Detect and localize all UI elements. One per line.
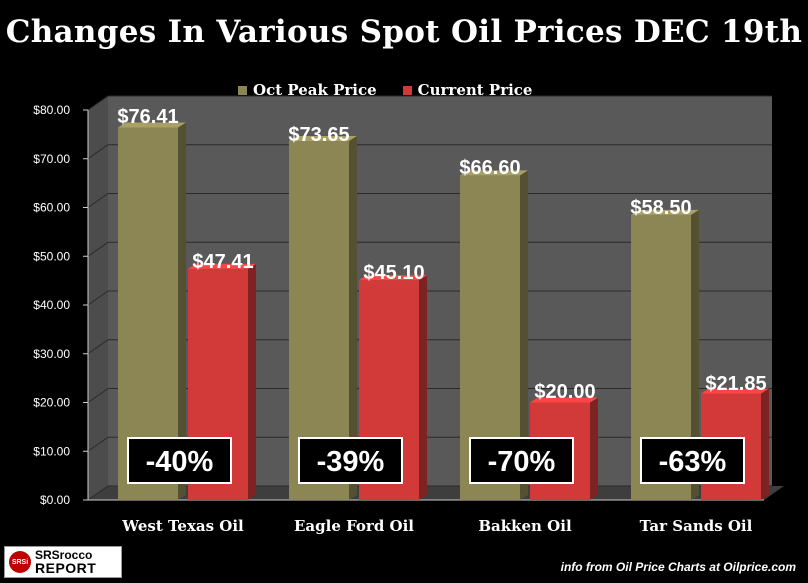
bar-side-oct-peak [520,170,528,500]
bar-top-current [359,275,427,281]
y-tick-label: $60.00 [33,201,70,215]
percent-change-label: -70% [488,446,556,478]
legend-label-oct-peak: Oct Peak Price [253,81,377,99]
percent-change-label: -63% [659,446,727,478]
logo-line1: SRSrocco [35,548,93,562]
legend-swatch-current [402,85,412,95]
legend-item-current: Current Price [402,81,533,99]
source-note: info from Oil Price Charts at Oilprice.c… [560,560,796,574]
bar-top-oct-peak [460,170,528,176]
value-label: $58.50 [630,197,691,219]
y-tick-label: $10.00 [33,444,70,458]
percent-change-label: -40% [146,446,214,478]
bar-side-oct-peak [349,135,357,501]
bar-side-current [248,263,256,500]
category-label: Tar Sands Oil [640,517,753,535]
gridline [87,95,772,111]
percent-change-box [298,437,403,484]
bar-top-oct-peak [289,135,357,141]
value-label: $21.85 [705,373,766,395]
category-label: West Texas Oil [121,517,244,535]
legend-label-current: Current Price [417,81,533,99]
logo-line2: REPORT [35,560,97,576]
value-label: $20.00 [534,381,595,403]
y-tick-label: $30.00 [33,347,70,361]
bar-top-current [701,388,769,394]
bar-top-current [188,263,256,269]
logo-text: SRSrocco REPORT [35,548,97,576]
plot-floor [88,486,784,500]
category-label: Bakken Oil [478,517,572,535]
legend-swatch-oct-peak [238,85,247,95]
gridline [87,144,772,160]
percent-change-label: -39% [317,446,385,478]
gridline [87,241,772,257]
value-label: $45.10 [363,262,424,284]
y-tick-label: $80.00 [33,103,70,117]
value-label: $66.60 [459,157,520,179]
legend-item-oct-peak: Oct Peak Price [238,81,377,99]
value-label: $76.41 [117,106,178,128]
y-tick-label: $40.00 [33,298,70,312]
bar-side-current [590,397,598,500]
value-label: $73.65 [288,124,349,146]
srsrocco-report-logo: SRSi SRSrocco REPORT [4,546,122,578]
gridline [87,193,772,208]
gridline [87,290,772,306]
y-tick-label: $70.00 [33,152,70,166]
bar-top-current [530,397,598,403]
bar-side-current [419,275,427,500]
bar-top-oct-peak [118,122,186,128]
bar-side-oct-peak [178,122,186,500]
bar-top-oct-peak [631,209,699,215]
y-tick-label: $20.00 [33,396,70,410]
y-tick-label: $0.00 [40,493,70,507]
percent-change-box [469,437,574,484]
percent-change-box [640,437,745,484]
chart-title: Changes In Various Spot Oil Prices DEC 1… [5,14,803,50]
percent-change-box [127,437,232,484]
value-label: $47.41 [192,251,253,273]
bar-side-current [761,388,769,500]
gridline [87,388,772,403]
gridline [87,339,772,355]
y-tick-label: $50.00 [33,249,70,263]
bar-side-oct-peak [691,209,699,500]
category-label: Eagle Ford Oil [294,517,414,535]
logo-badge: SRSi [9,551,31,573]
legend: Oct Peak Price Current Price [238,80,532,100]
